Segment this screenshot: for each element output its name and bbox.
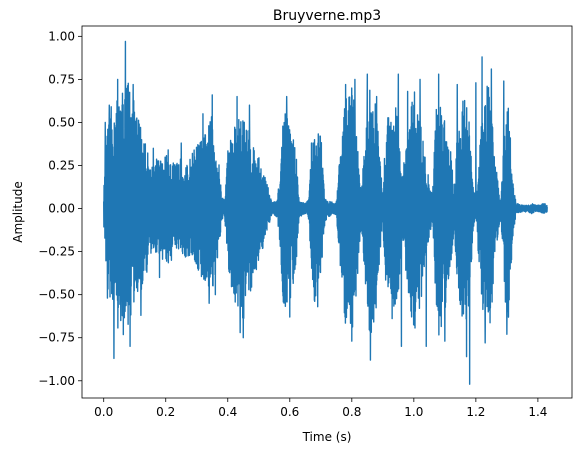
x-tick-label: 0.6 — [280, 405, 299, 419]
plot-frame — [81, 25, 573, 399]
y-tick-label: −1.00 — [38, 374, 75, 388]
x-tick-label: 1.2 — [466, 405, 485, 419]
y-tick-label: −0.50 — [38, 288, 75, 302]
x-tick-label: 0.4 — [218, 405, 237, 419]
y-tick-label: −0.75 — [38, 331, 75, 345]
y-tick-label: 0.75 — [48, 72, 75, 86]
waveform-layer — [103, 40, 548, 385]
y-tick-label: 0.50 — [48, 115, 75, 129]
waveform-line — [103, 40, 548, 385]
x-axis: 0.0 0.2 0.4 0.6 0.8 1.0 1.2 1.4 — [94, 398, 547, 419]
x-tick-label: 0.8 — [342, 405, 361, 419]
y-axis-label: Amplitude — [11, 181, 25, 243]
x-axis-label: Time (s) — [302, 430, 352, 444]
chart-title: Bruyverne.mp3 — [273, 8, 381, 24]
y-tick-label: 0.25 — [48, 159, 75, 173]
x-tick-label: 1.0 — [404, 405, 423, 419]
x-tick-label: 1.4 — [528, 405, 547, 419]
y-axis: −1.00 −0.75 −0.50 −0.25 0.00 0.25 0.50 0.75 1.00 — [38, 29, 82, 388]
y-tick-label: 0.00 — [48, 202, 75, 216]
y-tick-label: −0.25 — [38, 245, 75, 259]
y-tick-label: 1.00 — [48, 29, 75, 43]
x-tick-label: 0.2 — [156, 405, 175, 419]
x-tick-label: 0.0 — [94, 405, 113, 419]
